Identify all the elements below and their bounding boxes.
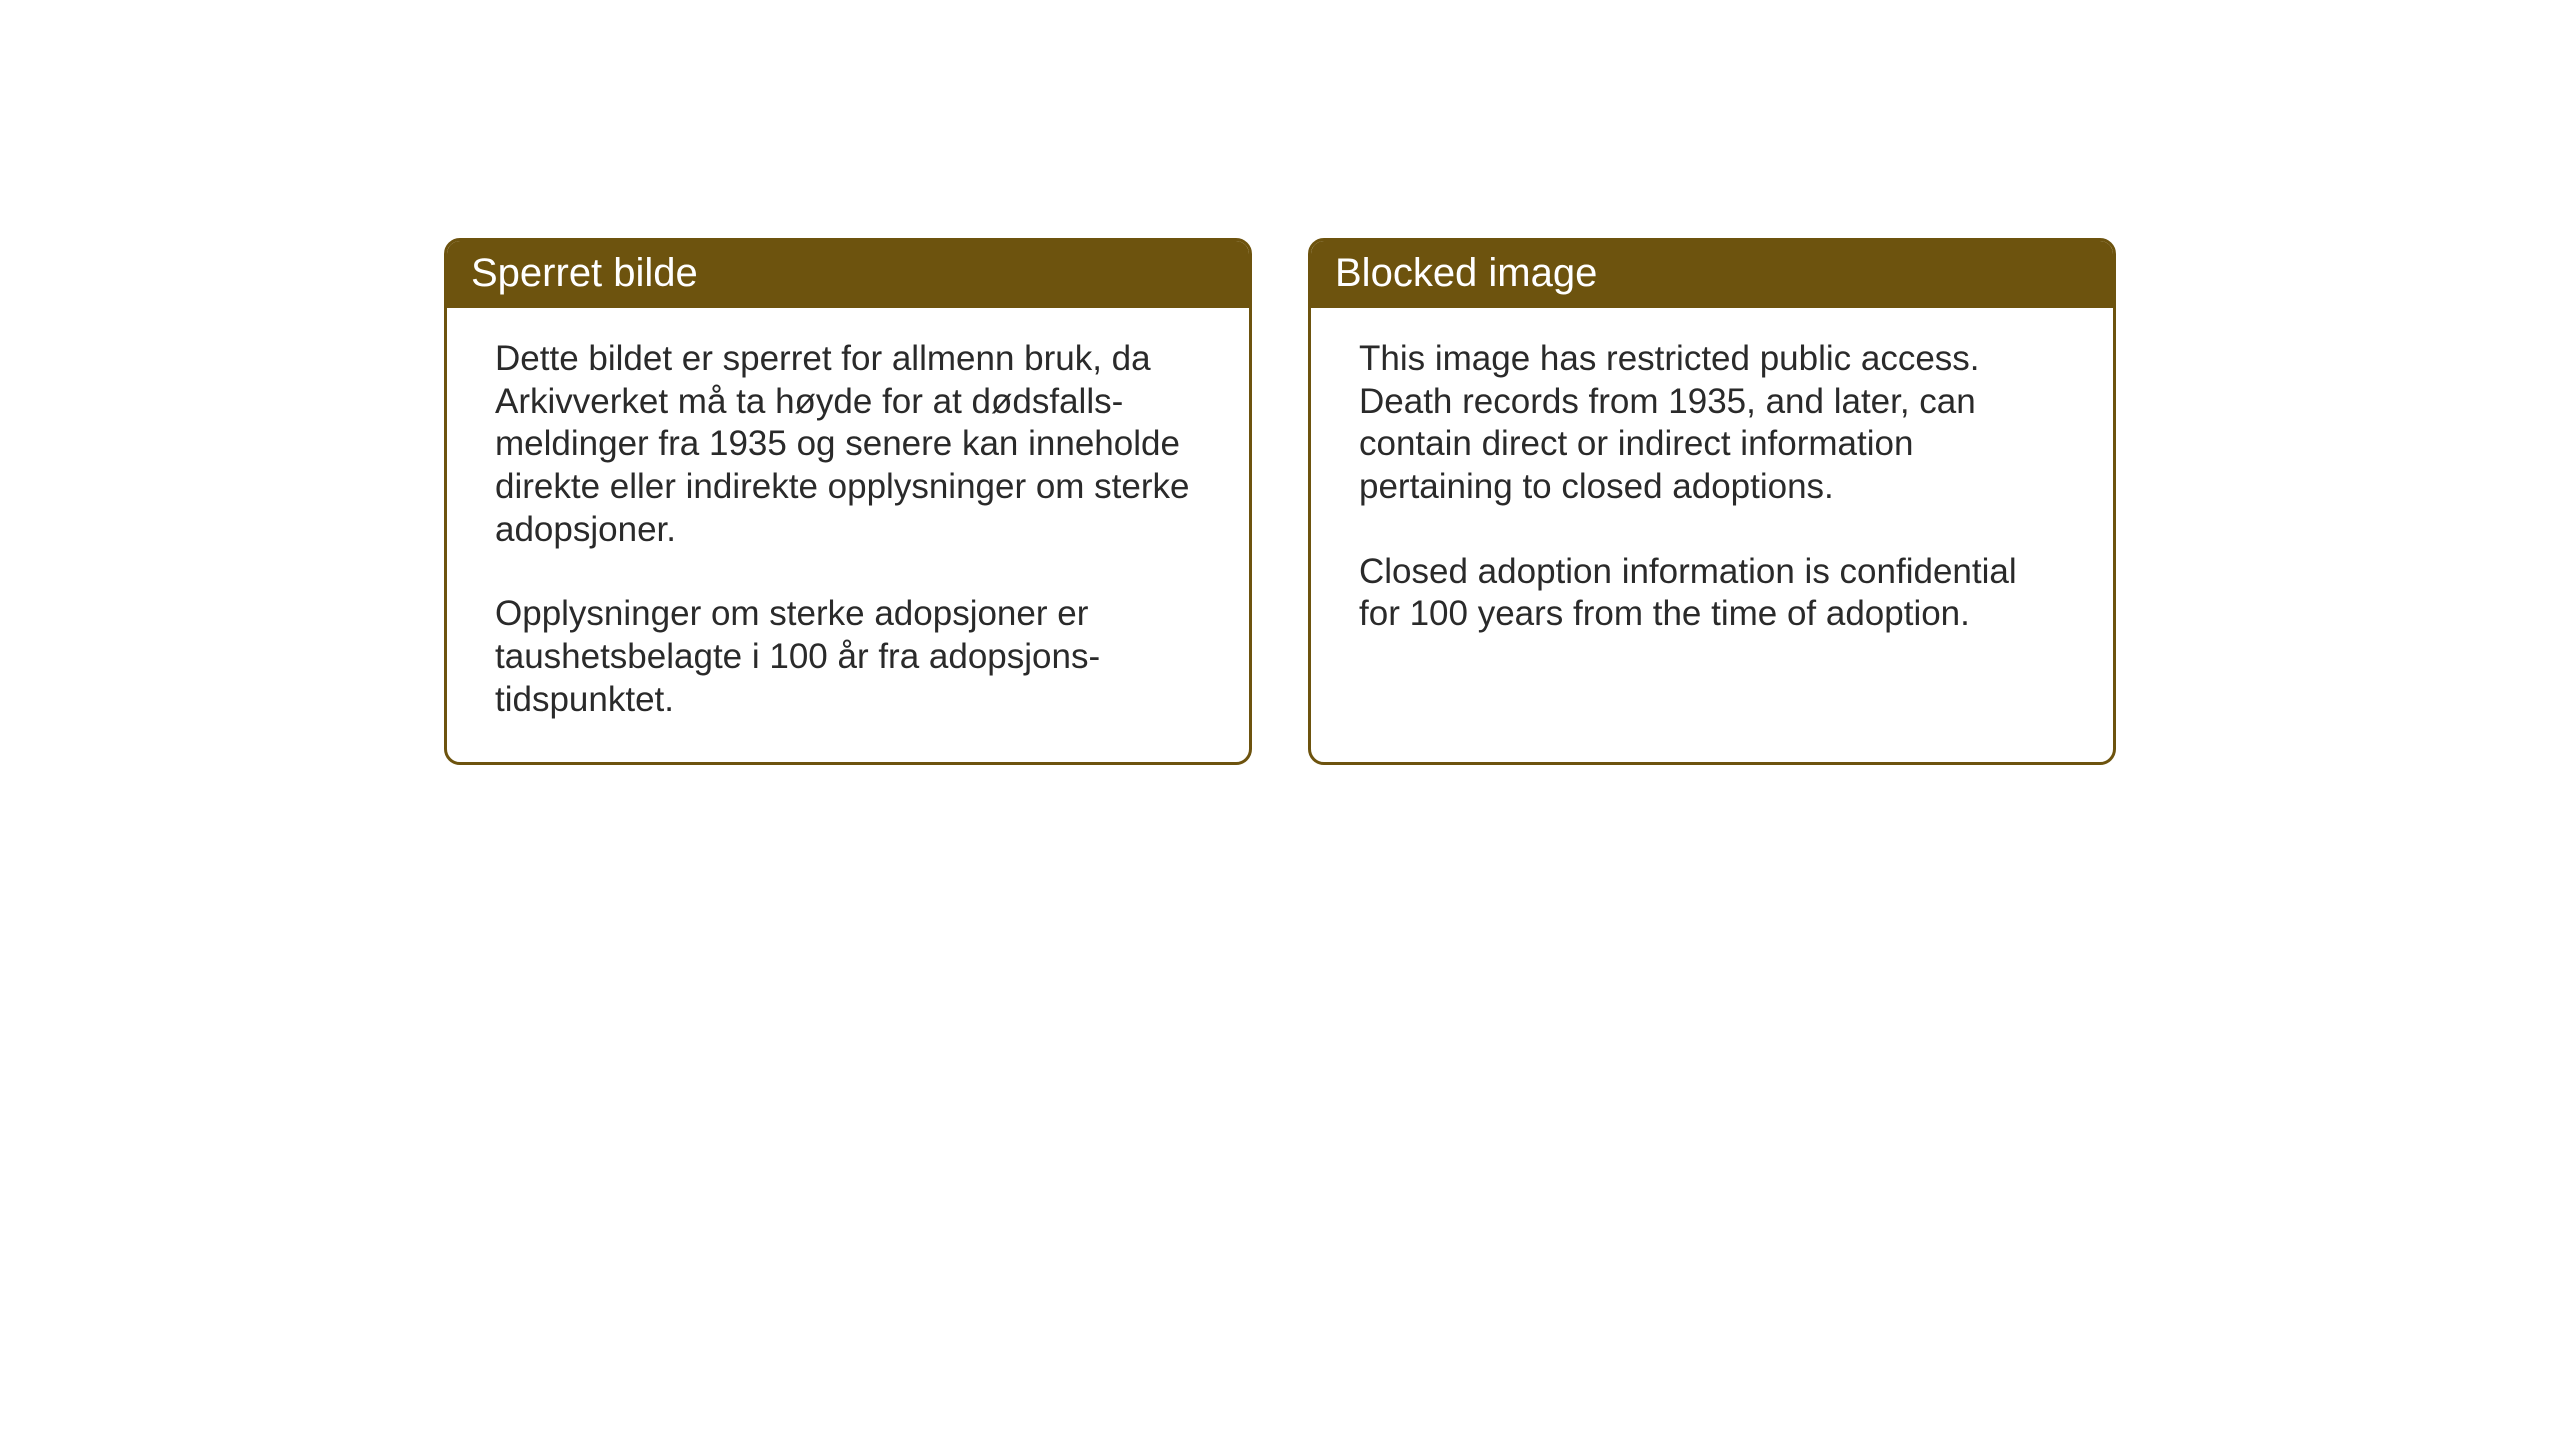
notice-header-english: Blocked image — [1311, 241, 2113, 308]
notice-box-norwegian: Sperret bilde Dette bildet er sperret fo… — [444, 238, 1252, 765]
notice-body-norwegian: Dette bildet er sperret for allmenn bruk… — [447, 308, 1249, 762]
notice-header-norwegian: Sperret bilde — [447, 241, 1249, 308]
notice-title-norwegian: Sperret bilde — [471, 251, 698, 295]
notice-paragraph-1-norwegian: Dette bildet er sperret for allmenn bruk… — [495, 338, 1201, 551]
notice-container: Sperret bilde Dette bildet er sperret fo… — [444, 238, 2116, 765]
notice-paragraph-2-english: Closed adoption information is confident… — [1359, 551, 2065, 636]
notice-title-english: Blocked image — [1335, 251, 1597, 295]
notice-body-english: This image has restricted public access.… — [1311, 308, 2113, 676]
notice-paragraph-1-english: This image has restricted public access.… — [1359, 338, 2065, 509]
notice-box-english: Blocked image This image has restricted … — [1308, 238, 2116, 765]
notice-paragraph-2-norwegian: Opplysninger om sterke adopsjoner er tau… — [495, 593, 1201, 721]
